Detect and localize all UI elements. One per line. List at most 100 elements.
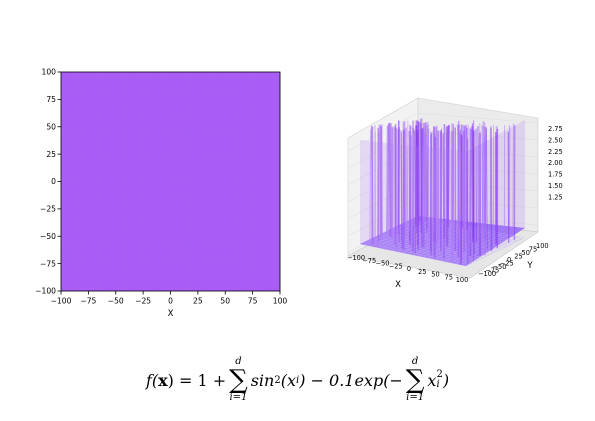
heatmap-cell (139, 113, 144, 117)
heatmap-cell (129, 270, 134, 275)
heatmap-cell (252, 92, 257, 97)
heatmap-cell (167, 154, 171, 158)
heatmap-cell (71, 229, 75, 234)
heatmap-cell (221, 239, 226, 244)
heatmap-cell (242, 171, 247, 175)
heatmap-cell (221, 167, 226, 172)
heatmap-cell (163, 174, 168, 179)
heatmap-cell (276, 160, 281, 165)
heatmap-cell (211, 188, 216, 193)
heatmap-cell (266, 130, 271, 134)
heatmap-cell (95, 113, 99, 117)
heatmap-cell (119, 202, 123, 206)
heatmap-cell (249, 99, 253, 104)
heatmap-cell (245, 119, 250, 124)
heatmap-cell (139, 273, 144, 278)
heatmap-cell (156, 75, 161, 80)
heatmap-cell (266, 75, 271, 80)
heatmap-cell (225, 78, 229, 83)
heatmap-cell (132, 215, 137, 220)
heatmap-cell (187, 143, 192, 148)
heatmap-cell (184, 280, 188, 285)
heatmap-cell (91, 208, 96, 213)
heatmap-cell (221, 154, 226, 158)
heatmap-cell (256, 164, 260, 169)
heatmap-cell (194, 89, 199, 93)
heatmap-cell (184, 78, 188, 83)
heatmap-cell (153, 253, 158, 258)
heatmap-cell (78, 126, 82, 131)
heatmap-cell (81, 236, 86, 240)
heatmap-cell (204, 95, 209, 100)
heatmap-cell (259, 178, 264, 182)
heatmap-cell (170, 205, 175, 210)
heatmap-cell (276, 116, 281, 121)
heatmap-cell (163, 160, 168, 165)
heatmap-cell (208, 171, 212, 175)
heatmap-cell (98, 133, 103, 138)
heatmap-cell (136, 219, 140, 223)
heatmap-cell (204, 89, 209, 93)
heatmap-cell (221, 95, 226, 100)
heatmap-cell (225, 178, 229, 182)
heatmap-cell (143, 273, 147, 278)
heatmap-cell (259, 123, 264, 128)
heatmap-cell (71, 150, 75, 155)
heatmap-cell (269, 236, 274, 240)
heatmap-cell (126, 99, 130, 104)
heatmap-cell (129, 178, 134, 182)
heatmap-cell (211, 167, 216, 172)
heatmap-cell (95, 236, 99, 240)
heatmap-cell (95, 256, 99, 261)
heatmap-cell (132, 205, 137, 210)
heatmap-cell (67, 99, 72, 104)
heatmap-cell (149, 133, 154, 138)
heatmap-cell (81, 198, 86, 203)
heatmap-cell (221, 72, 226, 76)
heatmap-cell (126, 246, 130, 251)
heatmap-cell (221, 92, 226, 97)
heatmap-cell (71, 277, 75, 282)
heatmap-cell (153, 277, 158, 282)
heatmap-cell (208, 157, 212, 162)
heatmap-cell (126, 92, 130, 97)
heatmap-cell (71, 89, 75, 93)
heatmap-cell (78, 113, 82, 117)
term2-close: ) (442, 370, 450, 390)
heatmap-cell (108, 82, 113, 86)
heatmap-cell (187, 178, 192, 182)
heatmap-cell (184, 229, 188, 234)
heatmap-cell (269, 280, 274, 285)
heatmap-cell (88, 232, 93, 237)
heatmap-cell (108, 167, 113, 172)
heatmap-cell (173, 188, 178, 193)
heatmap-cell (170, 181, 175, 186)
heatmap-cell (149, 253, 154, 258)
heatmap-cell (228, 212, 233, 217)
heatmap-cell (122, 109, 127, 114)
heatmap-cell (201, 249, 206, 254)
heatmap-cell (194, 147, 199, 151)
heatmap-cell (146, 208, 151, 213)
heatmap-cell (194, 72, 199, 76)
heatmap-cell (112, 267, 117, 271)
heatmap-cell (98, 123, 103, 128)
heatmap-cell (98, 184, 103, 189)
heatmap-cell (108, 253, 113, 258)
heatmap-cell (167, 92, 171, 97)
heatmap-cell (177, 164, 182, 169)
heatmap-cell (119, 174, 123, 179)
heatmap-cell (136, 249, 140, 254)
heatmap-cell (276, 184, 281, 189)
heatmap-cell (115, 113, 120, 117)
heatmap-cell (201, 99, 206, 104)
heatmap-cell (156, 78, 161, 83)
heatmap-cell (88, 123, 93, 128)
heatmap-cell (238, 229, 243, 234)
heatmap-cell (74, 212, 79, 217)
heatmap-cell (129, 75, 134, 80)
heatmap-cell (218, 140, 223, 145)
heatmap-cell (108, 277, 113, 282)
heatmap-cell (91, 160, 96, 165)
heatmap-cell (197, 171, 202, 175)
